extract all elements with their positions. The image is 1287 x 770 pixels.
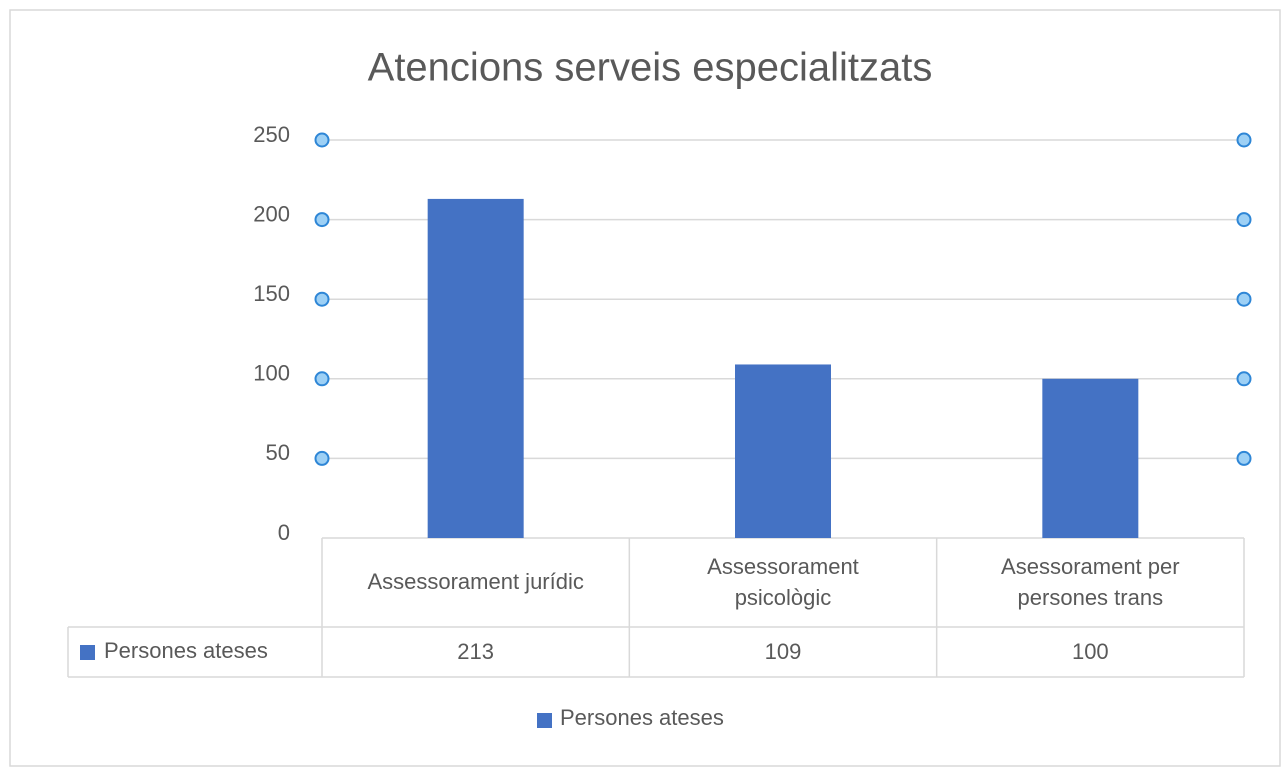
legend-label: Persones ateses [560, 705, 724, 730]
gridline-handle [1236, 371, 1252, 387]
bar [735, 364, 831, 538]
gridline-handle [314, 371, 330, 387]
gridline-handle [1236, 132, 1252, 148]
y-tick-label: 200 [253, 201, 290, 226]
y-tick-label: 150 [253, 281, 290, 306]
gridline-handle [1236, 212, 1252, 228]
chart-title: Atencions serveis especialitzats [368, 46, 933, 90]
category-label: Asessorament per persones trans [1001, 553, 1180, 610]
y-tick-label: 0 [278, 520, 290, 545]
gridline-handle [314, 212, 330, 228]
table-value: 213 [457, 638, 495, 664]
category-label: Assessorament jurídic [367, 569, 584, 595]
gridline-handle [1236, 450, 1252, 466]
bar [1042, 378, 1139, 538]
y-tick-label: 100 [253, 361, 290, 386]
table-value: 109 [764, 638, 802, 664]
gridline-handle [314, 291, 330, 307]
y-tick-label: 50 [266, 440, 290, 465]
table-legend-key [80, 645, 95, 660]
table-series-name: Persones ateses [104, 638, 268, 663]
category-label: Assessorament psicològic [707, 553, 859, 610]
gridline-handle [314, 132, 330, 148]
legend-key [537, 713, 552, 728]
gridline-handle [314, 450, 330, 466]
gridline-handle [1236, 291, 1252, 307]
y-tick-label: 250 [253, 122, 290, 147]
bar [427, 198, 524, 539]
table-value: 100 [1071, 638, 1109, 664]
